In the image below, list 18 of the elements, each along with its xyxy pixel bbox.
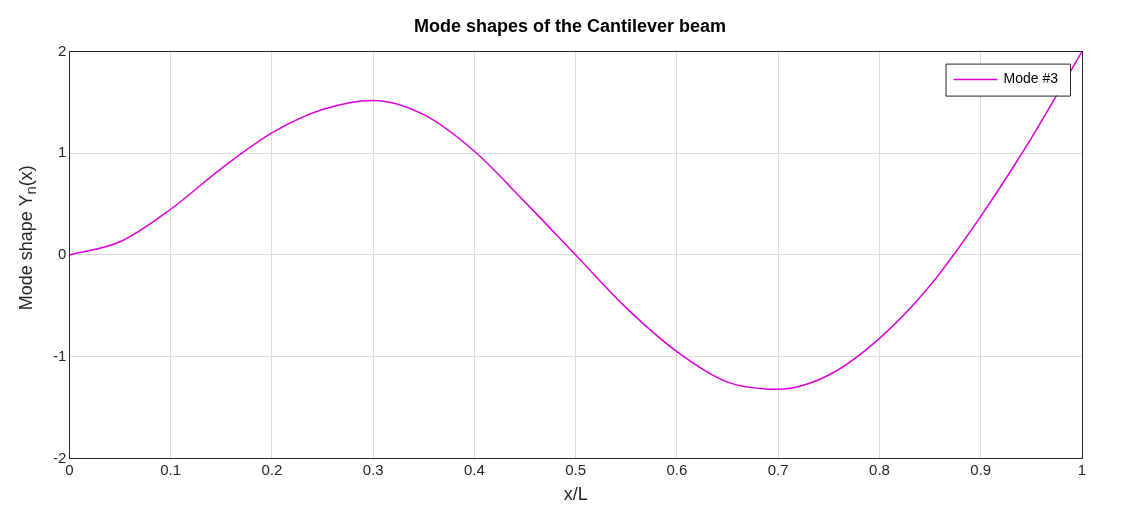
x-tick-label: 0.7 — [767, 460, 789, 478]
x-tick-label: 0.6 — [666, 460, 688, 478]
x-tick-label: 0.8 — [869, 460, 890, 478]
y-tick-label: 2 — [57, 41, 67, 59]
x-tick-label: 0.2 — [261, 460, 283, 478]
y-tick-label: -2 — [52, 448, 67, 466]
x-tick-label: 0.5 — [565, 460, 587, 478]
legend-label: Mode #3 — [1003, 70, 1059, 87]
y-tick-label: -1 — [52, 346, 67, 364]
x-tick-label: 1 — [1077, 460, 1087, 478]
x-tick-label: 0.4 — [463, 460, 485, 478]
x-tick-label: 0.9 — [970, 460, 992, 478]
x-axis-title: x/L — [563, 484, 588, 505]
y-tick-label: 0 — [57, 245, 67, 263]
x-tick-label: 0.3 — [362, 460, 384, 478]
chart-title: Mode shapes of the Cantilever beam — [413, 15, 727, 36]
x-tick-label: 0.1 — [160, 460, 182, 478]
y-tick-label: 1 — [57, 143, 67, 161]
